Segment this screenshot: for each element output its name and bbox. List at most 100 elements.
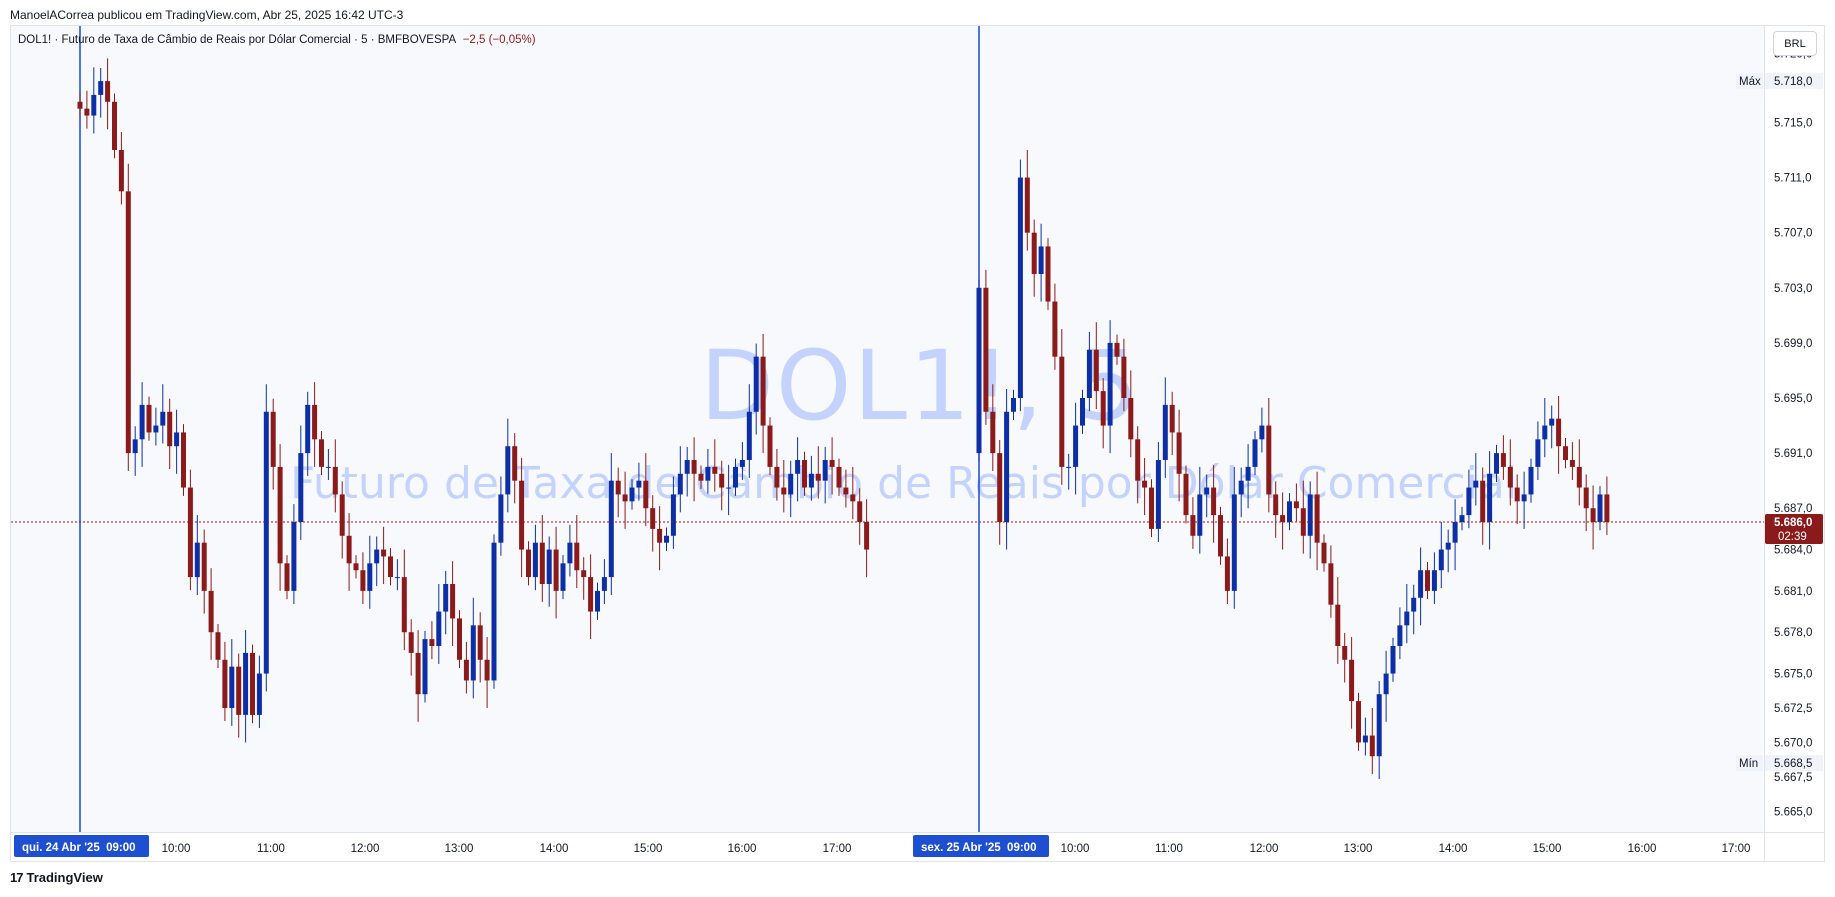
legend-separator: ·: [354, 34, 358, 46]
candle-body: [677, 473, 683, 495]
candle-body: [1500, 453, 1506, 467]
candle-body: [795, 460, 801, 474]
tradingview-logo-text: TradingView: [26, 870, 103, 885]
candle-body: [684, 460, 690, 474]
candle-body: [1452, 522, 1458, 543]
time-axis-tick-label: 14:00: [1439, 843, 1468, 855]
candle-body: [1604, 494, 1610, 522]
candle-body: [1542, 425, 1548, 440]
candle-body: [415, 652, 421, 695]
candle-body: [1017, 177, 1023, 398]
candle-body: [1466, 487, 1472, 516]
candle-body: [1011, 398, 1016, 412]
candle-body: [1155, 460, 1161, 529]
candle-body: [1135, 439, 1141, 481]
candle-body: [408, 632, 414, 653]
candle-body: [256, 673, 262, 715]
publication-line: ManoelACorrea publicou em TradingView.co…: [10, 8, 404, 22]
candle-body: [1169, 404, 1175, 433]
legend-separator: ·: [54, 34, 59, 46]
candle-body: [1149, 487, 1154, 529]
candle-body: [774, 466, 780, 488]
price-axis-tick-label: 5.672,5: [1774, 703, 1812, 715]
price-axis-tick-label: 5.687,0: [1774, 503, 1812, 515]
session-date-badge: [14, 835, 149, 857]
candle-body: [802, 460, 807, 488]
candle-body: [484, 659, 490, 681]
candle-body: [146, 404, 152, 433]
candle-body: [77, 101, 83, 109]
candle-body: [319, 439, 324, 467]
min-price-label-bg: [1736, 755, 1763, 772]
time-axis-tick-label: 15:00: [634, 843, 663, 855]
candle-body: [450, 584, 456, 619]
candle-body: [691, 460, 697, 474]
candle-body: [91, 94, 97, 116]
candle-body: [1473, 480, 1479, 488]
candle-body: [388, 556, 393, 578]
candle-body: [1556, 418, 1562, 447]
candle-body: [1259, 425, 1265, 440]
candle-body: [1224, 556, 1230, 591]
price-axis-tick-label: 5.665,0: [1774, 806, 1812, 818]
legend-exchange: BMFBOVESPA: [377, 34, 456, 46]
candle-body: [243, 652, 249, 715]
candle-body: [657, 528, 663, 543]
candle-body: [1121, 356, 1127, 398]
candle-body: [250, 652, 255, 715]
currency-button[interactable]: BRL: [1773, 31, 1817, 56]
candle-body: [581, 570, 587, 578]
candle-body: [125, 191, 131, 454]
price-axis-tick-label: 5.675,0: [1774, 669, 1812, 681]
candle-body: [174, 432, 180, 447]
price-axis-border: [1764, 26, 1765, 861]
countdown-timer: 02:39: [1778, 531, 1807, 543]
candle-body: [990, 411, 996, 454]
candle-body: [1142, 480, 1148, 488]
candle-body: [1162, 404, 1168, 460]
candle-body: [1356, 701, 1361, 743]
tradingview-logo[interactable]: 17 TradingView: [10, 870, 103, 885]
candle-body: [539, 542, 545, 584]
candle-body: [1418, 570, 1424, 598]
candle-body: [270, 411, 276, 467]
candle-body: [983, 287, 989, 412]
candle-body: [705, 466, 711, 481]
time-axis-tick-label: 13:00: [1344, 843, 1373, 855]
candle-body: [815, 473, 821, 481]
candle-body: [1293, 501, 1299, 509]
candle-body: [1183, 473, 1189, 516]
candle-body: [601, 577, 607, 591]
candle-body: [788, 473, 794, 495]
candle-body: [760, 356, 766, 426]
candle-body: [477, 625, 483, 660]
candle-body: [588, 577, 594, 612]
candle-body: [187, 487, 193, 578]
max-price-value: 5.718,0: [1774, 76, 1812, 88]
time-axis-tick-label: 10:00: [1061, 843, 1090, 855]
candle-body: [1314, 494, 1320, 543]
legend-separator: ·: [370, 34, 375, 46]
candle-body: [1583, 487, 1589, 509]
candle-body: [997, 453, 1003, 522]
candle-body: [1404, 611, 1410, 626]
candle-body: [1563, 446, 1568, 460]
candle-body: [615, 480, 621, 495]
plot-area[interactable]: [11, 26, 1764, 832]
series-legend[interactable]: DOL1! · Futuro de Taxa de Câmbio de Reai…: [18, 34, 536, 46]
candle-body: [850, 494, 856, 502]
candle-body: [436, 611, 442, 646]
candle-body: [519, 480, 525, 550]
time-axis-tick-label: 15:00: [1533, 843, 1562, 855]
candle-body: [112, 101, 117, 150]
candle-body: [1280, 515, 1286, 522]
candle-body: [670, 494, 676, 536]
price-axis-tick-label: 5.711,0: [1774, 173, 1812, 185]
max-price-value-bg: [1765, 73, 1823, 90]
price-axis-tick-label: 5.699,0: [1774, 338, 1812, 350]
candle-body: [526, 549, 531, 578]
candle-body: [305, 404, 311, 454]
candle-body: [374, 549, 380, 564]
time-axis-border: [11, 832, 1824, 833]
time-axis-tick-label: 13:00: [445, 843, 474, 855]
